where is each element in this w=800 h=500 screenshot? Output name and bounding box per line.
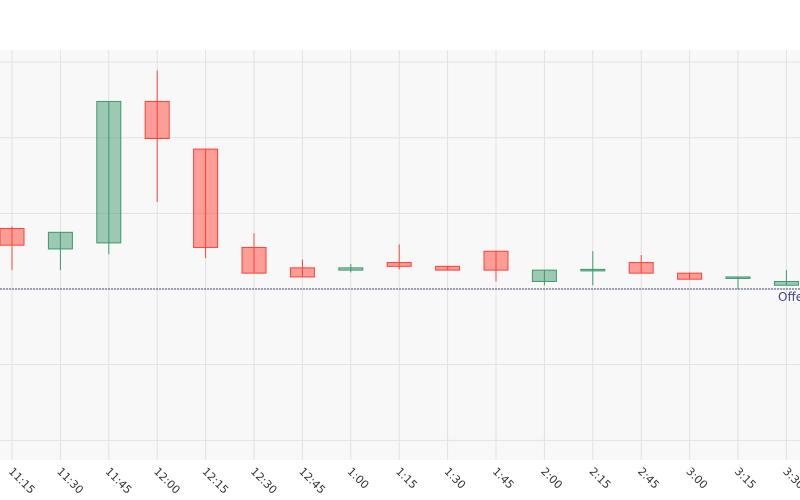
x-tick-label: 1:15 bbox=[393, 465, 420, 492]
x-tick-label: 3:15 bbox=[732, 465, 759, 492]
x-tick-label: 12:15 bbox=[199, 465, 231, 497]
x-tick-label: 3:30 bbox=[780, 465, 800, 492]
x-tick-label: 2:15 bbox=[587, 465, 614, 492]
candle-body bbox=[0, 228, 25, 246]
x-tick-label: 11:30 bbox=[54, 465, 86, 497]
candle-body bbox=[47, 231, 73, 250]
x-tick-label: 12:00 bbox=[151, 465, 183, 497]
x-tick-label: 12:45 bbox=[296, 465, 328, 497]
x-tick-label: 1:30 bbox=[441, 465, 468, 492]
candle-body bbox=[96, 100, 122, 244]
candle-body bbox=[386, 262, 412, 267]
candle-body bbox=[628, 262, 654, 274]
candle-body bbox=[580, 268, 606, 272]
x-tick-label: 2:45 bbox=[635, 465, 662, 492]
plot-background bbox=[0, 50, 800, 460]
candle-body bbox=[338, 267, 364, 271]
x-tick-label: 11:15 bbox=[6, 465, 38, 497]
candle-body bbox=[483, 250, 509, 271]
candle-body bbox=[435, 265, 461, 271]
x-tick-label: 1:45 bbox=[490, 465, 517, 492]
x-tick-label: 11:45 bbox=[103, 465, 135, 497]
candle-body bbox=[773, 280, 799, 286]
offer-label: Offer bbox=[778, 290, 800, 304]
candle-body bbox=[677, 272, 703, 280]
candle-body bbox=[144, 100, 170, 140]
candle-body bbox=[193, 148, 219, 248]
candle-body bbox=[241, 246, 267, 274]
x-tick-label: 3:00 bbox=[683, 465, 710, 492]
candle-body bbox=[289, 267, 315, 278]
candle-body bbox=[531, 269, 557, 282]
x-tick-label: 1:00 bbox=[345, 465, 372, 492]
x-tick-label: 2:00 bbox=[538, 465, 565, 492]
x-tick-label: 12:30 bbox=[248, 465, 280, 497]
candle-body bbox=[725, 276, 751, 279]
